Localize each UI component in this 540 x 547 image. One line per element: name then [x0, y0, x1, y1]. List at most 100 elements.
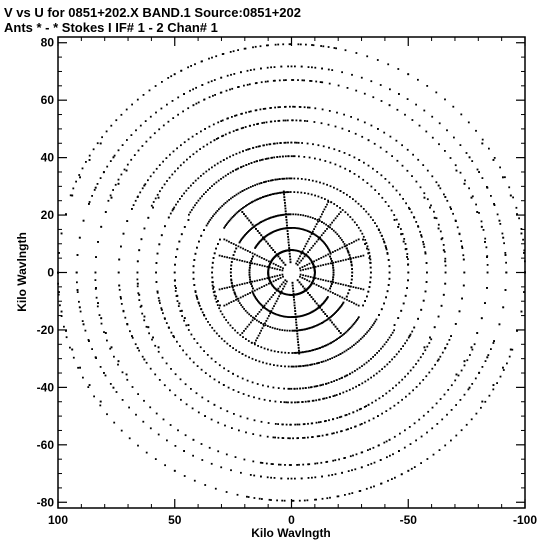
uv-point — [312, 399, 315, 402]
uv-point — [349, 455, 352, 458]
uv-point — [247, 187, 250, 189]
uv-point — [266, 157, 268, 160]
uv-point — [504, 176, 506, 179]
x-axis-label: Kilo Wavlngth — [251, 526, 331, 540]
uv-point — [358, 175, 360, 178]
uv-point — [282, 213, 285, 216]
uv-point — [191, 407, 194, 410]
uv-point — [470, 418, 473, 421]
uv-point — [292, 249, 295, 252]
uv-point — [298, 250, 300, 253]
uv-point — [387, 338, 389, 341]
uv-point — [232, 289, 235, 291]
uv-point — [130, 134, 133, 136]
uv-point — [341, 296, 344, 299]
uv-point — [313, 274, 316, 276]
uv-point — [308, 238, 310, 240]
uv-point — [194, 252, 197, 255]
uv-point — [263, 285, 266, 287]
uv-point — [404, 113, 406, 116]
uv-point — [187, 324, 190, 326]
uv-point — [360, 205, 363, 208]
uv-point — [279, 228, 282, 231]
uv-point — [246, 325, 249, 328]
uv-point — [291, 499, 294, 502]
uv-point — [350, 263, 353, 266]
uv-point — [305, 350, 308, 353]
uv-point — [282, 119, 285, 122]
uv-point — [345, 247, 348, 250]
uv-point — [248, 273, 251, 276]
uv-point — [322, 311, 325, 313]
uv-point — [221, 135, 223, 138]
uv-point — [230, 275, 232, 277]
uv-point — [315, 348, 318, 350]
uv-point — [145, 140, 148, 143]
uv-point — [348, 300, 351, 302]
uv-point — [490, 195, 492, 197]
uv-point — [408, 335, 411, 337]
uv-point — [296, 335, 299, 338]
uv-point — [306, 327, 308, 330]
uv-point — [231, 196, 234, 199]
uv-point — [174, 170, 176, 173]
uv-point — [432, 453, 435, 456]
uv-point — [266, 308, 269, 311]
uv-point — [405, 202, 407, 205]
uv-point — [269, 194, 271, 196]
uv-point — [273, 156, 276, 159]
uv-point — [334, 325, 337, 328]
uv-point — [76, 289, 79, 291]
uv-point — [235, 298, 237, 301]
uv-point — [274, 106, 276, 109]
uv-point — [226, 222, 228, 225]
uv-point — [213, 79, 216, 81]
uv-point — [340, 305, 343, 307]
uv-point — [251, 319, 254, 322]
uv-point — [393, 404, 396, 407]
uv-point — [212, 94, 214, 97]
uv-point — [347, 213, 349, 216]
uv-point — [415, 363, 417, 365]
uv-point — [192, 206, 195, 209]
uv-point — [165, 157, 168, 159]
uv-point — [107, 199, 110, 202]
uv-point — [385, 296, 387, 299]
uv-point — [325, 461, 328, 463]
uv-point — [392, 185, 394, 188]
uv-point — [478, 372, 480, 374]
uv-point — [380, 234, 383, 237]
uv-point — [231, 427, 233, 429]
uv-point — [400, 233, 403, 236]
uv-point — [246, 417, 249, 420]
uv-point — [218, 335, 221, 337]
uv-point — [156, 252, 159, 255]
uv-point — [377, 128, 379, 130]
uv-point — [219, 310, 222, 313]
uv-point — [336, 417, 339, 419]
uv-point — [351, 268, 353, 270]
uv-point — [298, 349, 300, 352]
uv-point — [172, 335, 175, 337]
uv-point — [317, 235, 319, 238]
uv-point — [313, 265, 315, 268]
uv-point — [265, 195, 268, 197]
uv-point — [315, 283, 318, 286]
uv-point — [379, 84, 382, 86]
uv-point — [402, 302, 405, 305]
uv-point — [285, 401, 288, 404]
uv-point — [246, 83, 249, 86]
uv-point — [436, 423, 439, 425]
uv-point — [159, 190, 161, 193]
uv-point — [307, 463, 309, 466]
uv-point — [256, 230, 259, 232]
uv-point — [284, 283, 287, 285]
uv-point — [259, 461, 262, 464]
uv-point — [247, 496, 250, 498]
uv-point — [223, 316, 226, 319]
uv-point — [327, 248, 330, 251]
uv-point — [346, 193, 348, 196]
uv-point — [345, 390, 348, 393]
uv-point — [241, 211, 244, 213]
uv-point — [393, 324, 396, 326]
